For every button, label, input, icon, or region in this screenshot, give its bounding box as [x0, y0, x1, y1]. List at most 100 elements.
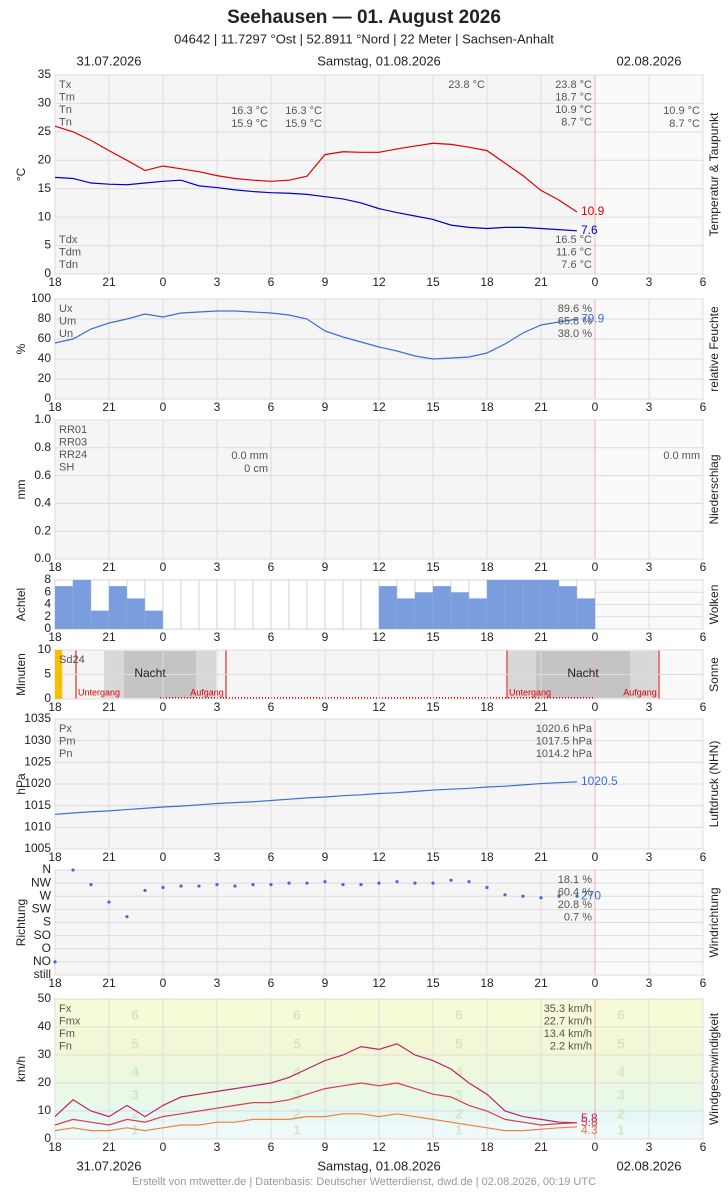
x-tick-label: 6: [700, 275, 707, 289]
x-tick-label: 21: [534, 400, 548, 414]
y-tick-label: 0: [44, 621, 51, 635]
stat-value: 13.4 km/h: [544, 1028, 592, 1040]
bar-bg: [216, 579, 236, 630]
point: [287, 881, 291, 885]
y-tick-label: 1035: [24, 711, 51, 725]
bar-bg: [288, 579, 308, 630]
y-axis-label: km/h: [14, 1056, 28, 1082]
stat-value: 8.7 °C: [561, 116, 592, 128]
stat-value: 18.7 °C: [555, 91, 592, 103]
beaufort-number: 1: [455, 1122, 463, 1138]
stat-label: Px: [59, 723, 72, 735]
y-tick-label: 4: [44, 597, 51, 611]
series-line: [54, 1113, 578, 1132]
x-tick-label: 0: [592, 1140, 599, 1154]
bar: [397, 598, 415, 629]
beaufort-number: 3: [455, 1087, 463, 1103]
x-tick-label: 6: [268, 1140, 275, 1154]
y-tick-label: 30: [38, 96, 52, 110]
beaufort-number: 6: [455, 1007, 463, 1023]
stat-value: 60.4 %: [558, 886, 592, 898]
point: [107, 900, 111, 904]
x-tick-label: 0: [160, 560, 167, 574]
x-tick-label: 15: [426, 275, 440, 289]
point: [71, 868, 75, 872]
point: [413, 881, 417, 885]
bar: [73, 580, 91, 629]
x-tick-label: 18: [480, 700, 494, 714]
x-tick-label: 6: [268, 560, 275, 574]
side-label: Windgeschwindigkeit: [707, 1012, 721, 1125]
date-center: Samstag, 01.08.2026: [317, 1158, 441, 1173]
sun-note: Aufgang: [190, 687, 224, 697]
series-line: [54, 310, 578, 360]
x-tick-label: 3: [646, 700, 653, 714]
beaufort-number: 4: [617, 1064, 625, 1080]
y-axis-label: °C: [14, 167, 28, 181]
y-tick-label: 20: [38, 371, 52, 385]
y-tick-label: 1025: [24, 755, 51, 769]
y-tick-label: 100: [31, 291, 51, 305]
x-tick-label: 0: [592, 560, 599, 574]
note: 0.0 mm: [231, 450, 268, 462]
end-label: 79.9: [581, 311, 605, 325]
beaufort-number: 6: [293, 1007, 301, 1023]
x-tick-label: 21: [102, 630, 116, 644]
series-line: [54, 1043, 578, 1124]
x-tick-label: 3: [214, 275, 221, 289]
x-tick-label: 12: [372, 275, 386, 289]
side-label: Sonne: [707, 657, 721, 692]
bar: [469, 598, 487, 629]
x-tick-label: 21: [534, 976, 548, 990]
y-tick-label: 0: [44, 691, 51, 705]
x-tick-label: 21: [102, 1140, 116, 1154]
note: 16.3 °C: [231, 105, 268, 117]
beaufort-number: 5: [617, 1036, 625, 1052]
x-tick-label: 21: [534, 560, 548, 574]
bar: [55, 586, 73, 629]
y-tick-label: 0: [44, 1131, 51, 1145]
end-label: 1020.5: [581, 774, 618, 788]
y-tick-label: NO: [33, 954, 51, 968]
x-tick-label: 21: [102, 560, 116, 574]
y-tick-label: 6: [44, 584, 51, 598]
bar: [91, 610, 109, 629]
y-tick-label: W: [40, 888, 52, 902]
side-label: Windrichtung: [707, 887, 721, 957]
x-tick-label: 9: [322, 275, 329, 289]
bar-bg: [234, 579, 254, 630]
x-tick-label: 12: [372, 976, 386, 990]
point: [179, 884, 183, 888]
end-label: 10.9: [581, 204, 605, 218]
x-tick-label: 12: [372, 630, 386, 644]
stat-label: Pn: [59, 748, 72, 760]
x-tick-label: 6: [700, 560, 707, 574]
footer: Erstellt von mtwetter.de | Datenbasis: D…: [132, 1176, 596, 1188]
y-tick-label: S: [43, 915, 51, 929]
y-tick-label: SW: [32, 902, 52, 916]
point: [341, 882, 345, 887]
bar: [577, 598, 595, 629]
x-tick-label: 21: [102, 976, 116, 990]
stat-label: Tn: [59, 116, 72, 128]
y-tick-label: 20: [38, 152, 52, 166]
y-tick-label: 40: [38, 1019, 52, 1033]
bar-bg: [180, 579, 200, 630]
x-tick-label: 15: [426, 976, 440, 990]
point: [233, 884, 237, 888]
sun-note: Untergang: [78, 687, 120, 697]
beaufort-number: 6: [131, 1007, 139, 1023]
y-axis-label: mm: [14, 480, 28, 500]
x-tick-label: 18: [48, 400, 62, 414]
series-line: [54, 781, 578, 815]
beaufort-number: 4: [131, 1064, 139, 1080]
y-tick-label: 5: [44, 238, 51, 252]
y-tick-label: 0.8: [34, 440, 51, 454]
x-tick-label: 18: [480, 275, 494, 289]
point: [197, 884, 201, 888]
x-tick-label: 18: [48, 1140, 62, 1154]
note: 23.8 °C: [448, 79, 485, 91]
beaufort-number: 2: [131, 1106, 139, 1122]
x-tick-label: 18: [48, 700, 62, 714]
